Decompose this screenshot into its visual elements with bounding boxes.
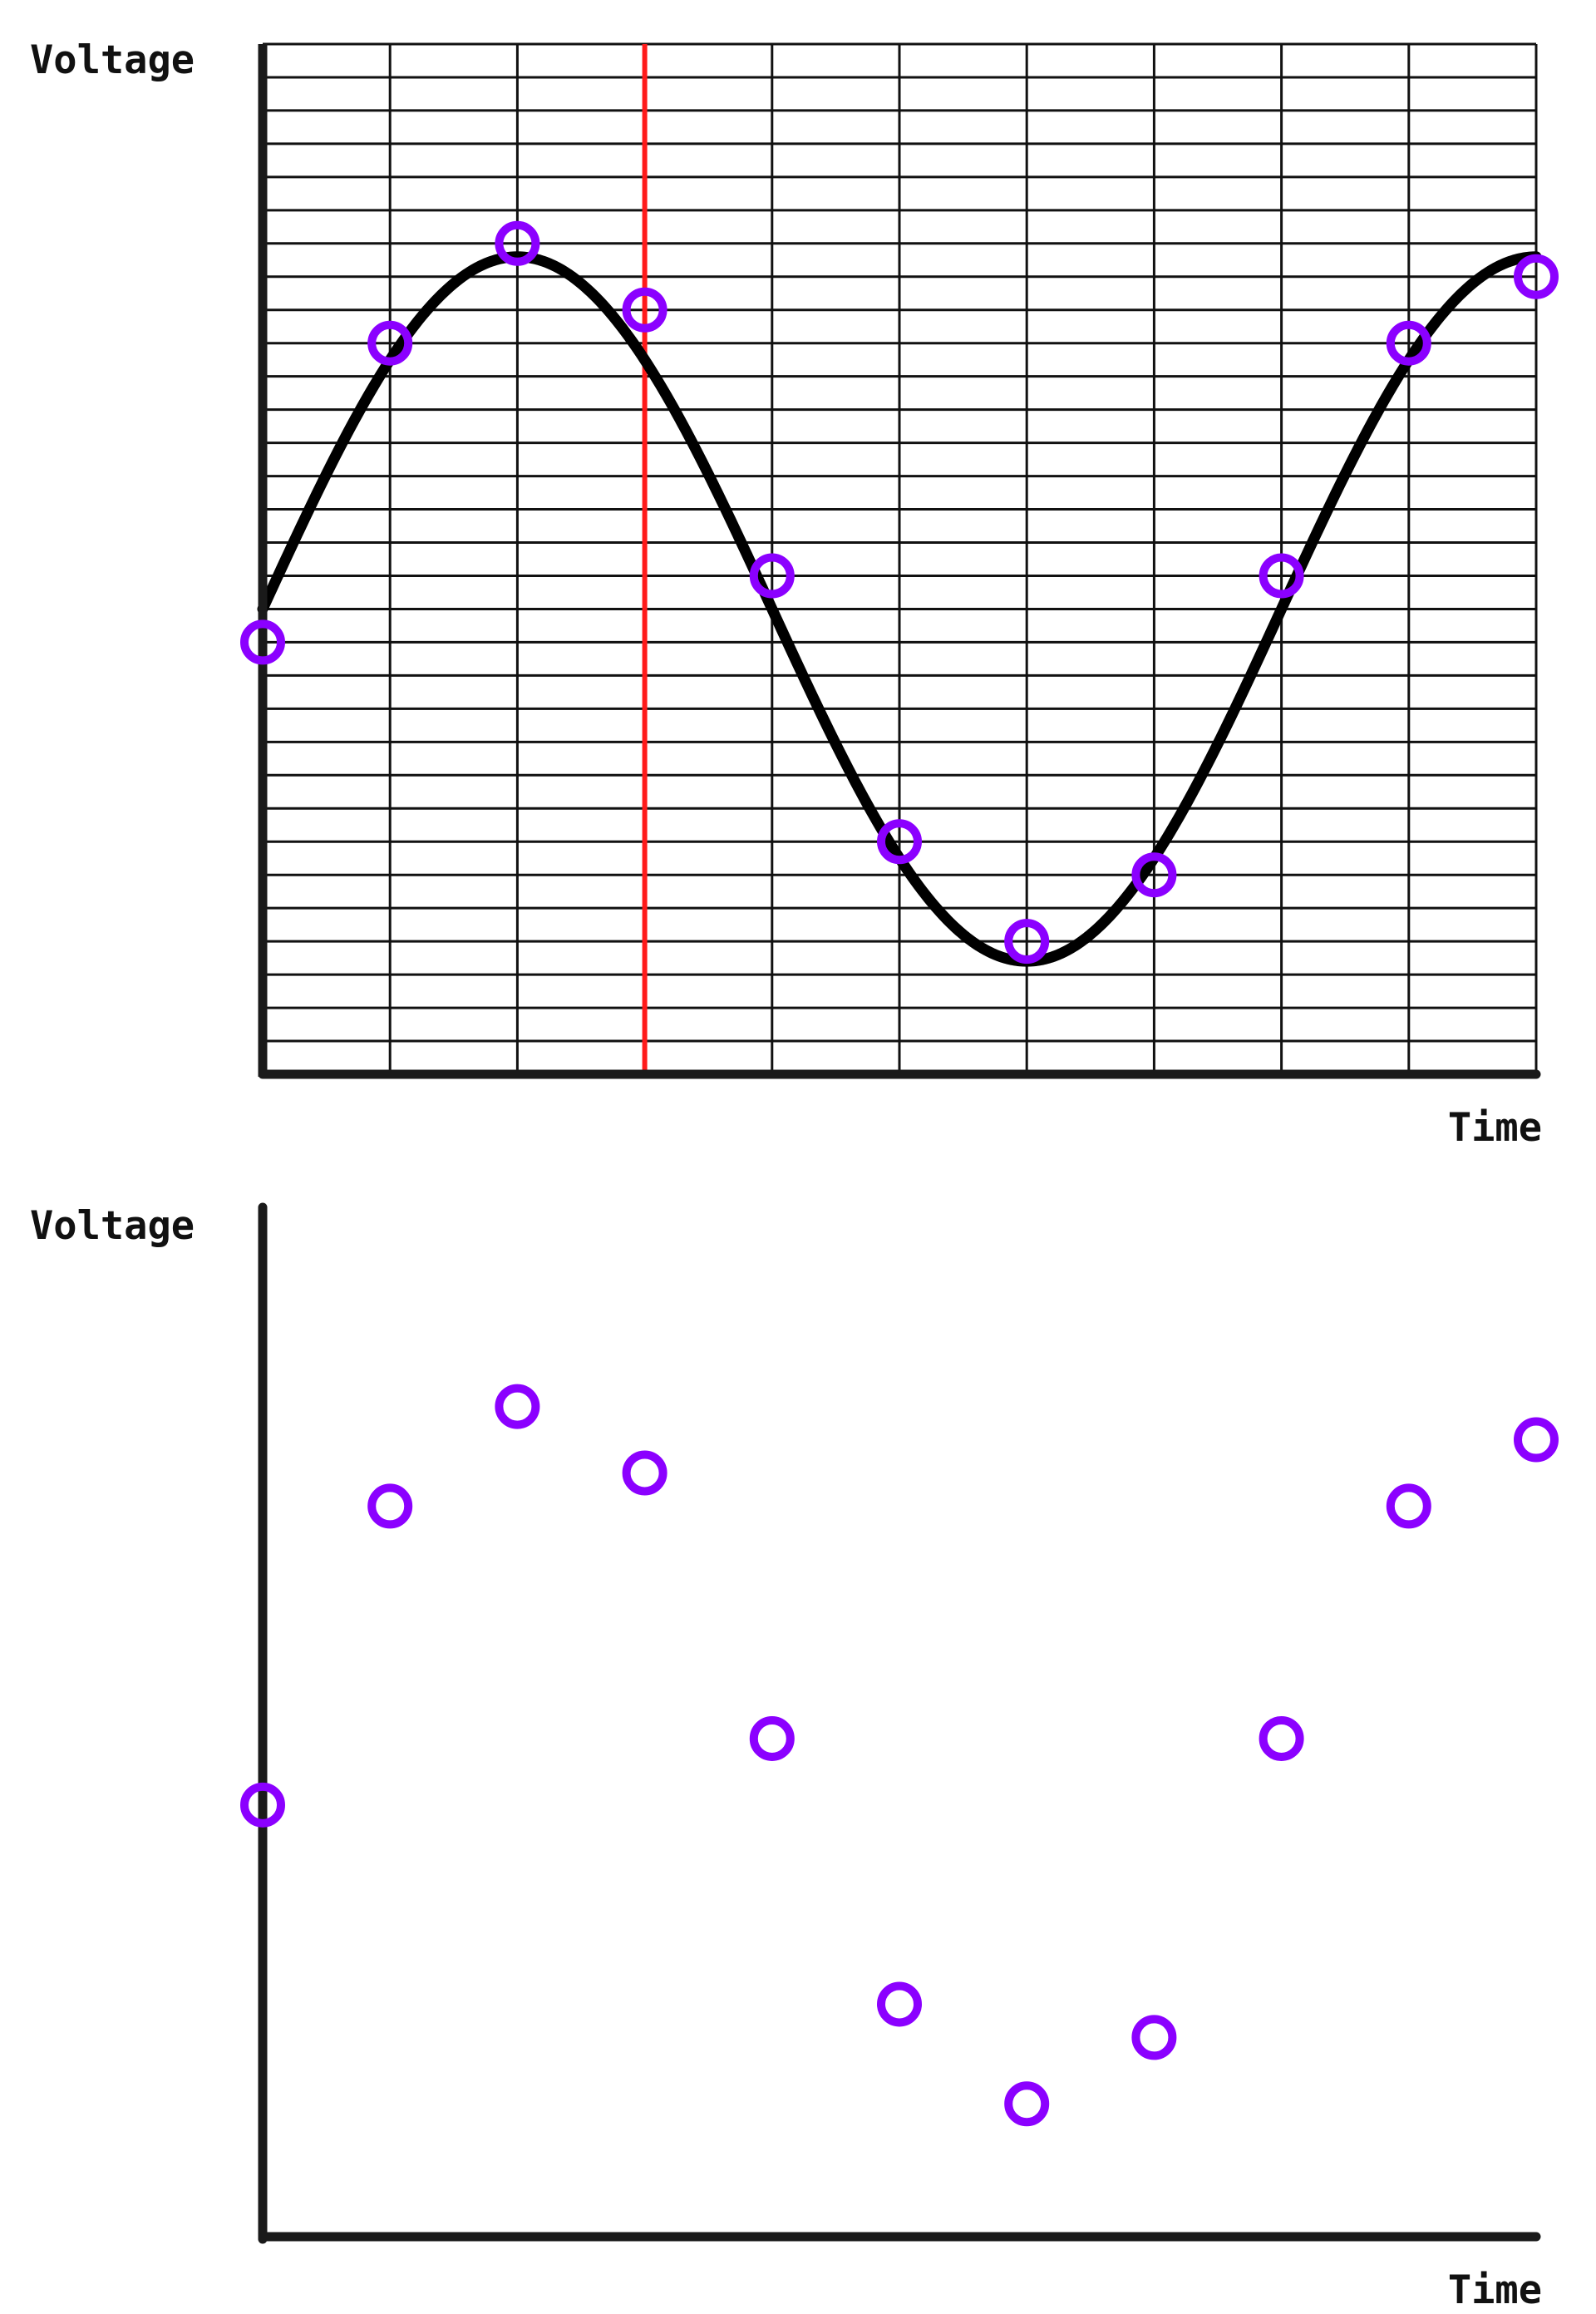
x-axis-label: Time — [1448, 1105, 1542, 1151]
y-axis-label: Voltage — [30, 37, 195, 83]
sampled-points-panel: Voltage Time — [30, 1202, 1559, 2313]
sample-point — [1131, 2015, 1177, 2060]
sample-marker — [367, 320, 413, 366]
x-axis-label: Time — [1448, 2267, 1542, 2313]
sample-point — [495, 1384, 540, 1429]
sample-point — [622, 1450, 667, 1496]
y-axis-label: Voltage — [30, 1203, 195, 1249]
sample-point — [1386, 1483, 1431, 1529]
sample-point — [749, 1715, 795, 1761]
sample-marker — [749, 553, 795, 599]
sample-point — [877, 1981, 922, 2027]
sample-points — [240, 1384, 1559, 2127]
sample-marker — [495, 220, 540, 266]
sample-marker — [240, 619, 285, 665]
grid — [261, 42, 1538, 1076]
sample-marker — [1004, 919, 1050, 965]
sample-marker — [622, 287, 667, 333]
sample-marker — [1514, 254, 1559, 299]
sample-markers — [240, 220, 1559, 965]
sample-point — [1514, 1417, 1559, 1463]
sample-point — [240, 1782, 285, 1828]
sample-point — [1259, 1715, 1304, 1761]
sample-marker — [1386, 320, 1431, 366]
sample-marker — [1131, 852, 1177, 898]
continuous-signal-panel: Voltage Time — [30, 37, 1559, 1151]
sample-marker — [877, 819, 922, 865]
sample-point — [367, 1483, 413, 1529]
sample-marker — [1259, 553, 1304, 599]
sample-point — [1004, 2081, 1050, 2127]
